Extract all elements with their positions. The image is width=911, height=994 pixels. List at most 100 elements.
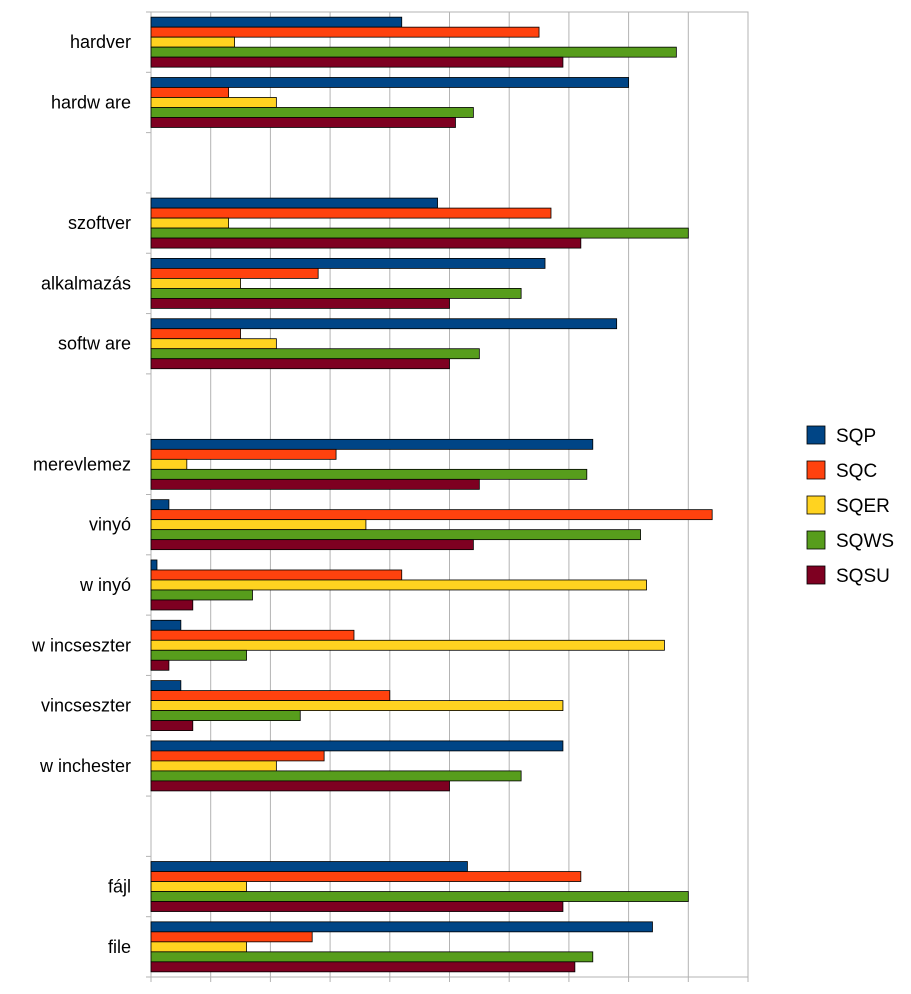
bar-sqc: [150, 569, 403, 581]
bar-sqc: [150, 750, 325, 762]
bar-sqws: [150, 529, 641, 541]
bars-group: [150, 16, 713, 973]
bar-sqer: [150, 36, 235, 48]
bar-sqc: [150, 871, 582, 882]
bar-sqp: [150, 16, 403, 28]
bar-sqws: [150, 288, 522, 299]
bar-sqsu: [150, 478, 480, 490]
bar-sqc: [150, 87, 230, 98]
bar-sqsu: [150, 780, 450, 792]
bar-sqsu: [150, 56, 564, 68]
bar-sqws: [150, 348, 480, 360]
bar-sqp: [150, 680, 182, 691]
bar-sqws: [150, 770, 522, 782]
axes-group: 0% 10% 20% 30% 40% 50% 60% 70% 80% 90% 100% hardver…: [31, 11, 771, 994]
legend-swatch-sqc: [806, 460, 826, 480]
bar-sqc: [150, 509, 713, 521]
bar-sqsu: [150, 659, 170, 671]
bar-sqc: [150, 690, 391, 701]
x-tick-label: 20%: [252, 991, 288, 994]
category-label: fájl: [108, 877, 131, 897]
legend-swatch-sqsu: [806, 565, 826, 585]
bar-sqp: [150, 619, 182, 631]
bar-sqp: [150, 438, 594, 450]
bar-sqc: [150, 931, 313, 943]
legend-label: SQC: [836, 461, 877, 482]
bar-sqer: [150, 217, 230, 229]
bar-sqsu: [150, 539, 474, 551]
category-label: vinyó: [89, 515, 131, 535]
legend-label: SQER: [836, 496, 890, 517]
bar-sqc: [150, 207, 552, 219]
bar-sqp: [150, 499, 170, 511]
bar-sqc: [150, 328, 241, 340]
category-label: w inyó: [79, 575, 131, 595]
x-tick-label: 0%: [138, 991, 164, 994]
category-label: vincseszter: [41, 696, 131, 716]
category-label: hardw are: [51, 92, 131, 112]
bar-sqws: [150, 468, 588, 480]
x-tick-label: 90%: [670, 991, 706, 994]
bar-sqer: [150, 579, 647, 591]
grid-lines: [150, 12, 749, 977]
bar-sqer: [150, 881, 247, 892]
bar-sqer: [150, 458, 188, 470]
bar-sqc: [150, 268, 319, 279]
bar-sqws: [150, 951, 594, 963]
category-label: szoftver: [68, 213, 131, 233]
legend-label: SQWS: [836, 531, 894, 552]
legend: SQP SQC SQER SQWS SQSU: [806, 425, 894, 587]
x-tick-label: 100%: [725, 991, 771, 994]
bar-sqsu: [150, 961, 576, 973]
category-label: softw are: [58, 334, 131, 354]
bar-sqsu: [150, 358, 450, 370]
bar-sqer: [150, 278, 241, 289]
bar-sqsu: [150, 237, 582, 249]
bar-sqp: [150, 740, 564, 752]
bar-sqer: [150, 97, 277, 108]
bar-sqp: [150, 197, 438, 209]
bar-sqer: [150, 338, 277, 350]
x-tick-label: 70%: [551, 991, 587, 994]
bar-sqer: [150, 639, 665, 651]
bar-sqsu: [150, 298, 450, 309]
bar-sqp: [150, 258, 546, 269]
bar-sqws: [150, 107, 474, 118]
bar-sqp: [150, 318, 618, 330]
category-label: alkalmazás: [41, 273, 131, 293]
x-tick-label: 60%: [491, 991, 527, 994]
legend-label: SQP: [836, 426, 876, 447]
bar-sqsu: [150, 720, 194, 731]
category-label: hardver: [70, 32, 131, 52]
bar-sqws: [150, 227, 689, 239]
bar-sqc: [150, 448, 337, 460]
bar-sqer: [150, 941, 247, 953]
x-tick-label: 30%: [312, 991, 348, 994]
category-label: w inchester: [39, 756, 131, 776]
bar-sqws: [150, 891, 689, 902]
bar-sqsu: [150, 901, 564, 912]
x-tick-label: 40%: [372, 991, 408, 994]
legend-label: SQSU: [836, 566, 890, 587]
bar-sqp: [150, 77, 630, 88]
bar-sqws: [150, 46, 677, 58]
bar-sqp: [150, 861, 468, 872]
legend-swatch-sqp: [806, 425, 826, 445]
bar-sqsu: [150, 117, 456, 128]
bar-sqp: [150, 559, 158, 571]
bar-sqws: [150, 649, 247, 661]
bar-sqer: [150, 700, 564, 711]
bar-sqer: [150, 760, 277, 772]
bar-sqws: [150, 589, 253, 601]
category-label: file: [108, 937, 131, 957]
bar-sqp: [150, 921, 653, 933]
x-tick-label: 50%: [431, 991, 467, 994]
category-label: merevlemez: [33, 454, 131, 474]
legend-swatch-sqws: [806, 530, 826, 550]
bar-sqc: [150, 629, 355, 641]
category-label: w incseszter: [31, 635, 131, 655]
x-tick-label: 10%: [193, 991, 229, 994]
bar-sqsu: [150, 599, 194, 611]
bar-sqws: [150, 710, 301, 721]
